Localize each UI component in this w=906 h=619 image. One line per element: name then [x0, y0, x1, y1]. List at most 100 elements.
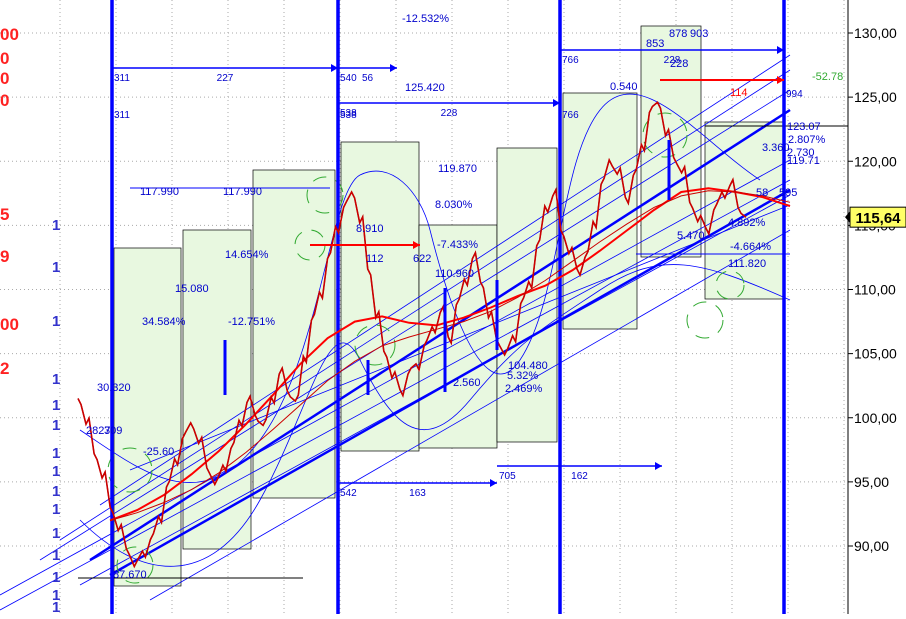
left-red-label: 00 [0, 25, 19, 44]
price-annotation: 903 [690, 28, 708, 40]
gann-arc [306, 176, 344, 214]
price-annotation: 2.730 [787, 147, 815, 159]
span-length-label: 228 [664, 55, 681, 66]
left-blue-label: 1 [52, 371, 60, 388]
gann-arc [107, 447, 153, 493]
left-blue-label: 1 [52, 463, 60, 480]
time-zone-box [182, 229, 252, 550]
y-tick-label: 130,00 [854, 25, 897, 41]
current-price-label: 115,64 [855, 210, 901, 227]
left-blue-label: 1 [52, 525, 60, 542]
left-red-label: 0 [0, 69, 9, 88]
marker-label: 311 [114, 110, 130, 121]
span-from-label: 705 [499, 471, 516, 482]
price-annotation: 112 [366, 253, 384, 265]
price-annotation: 111.820 [728, 258, 766, 270]
span-from-label: 311 [114, 73, 130, 84]
price-annotation: 3.360 [762, 142, 790, 154]
time-zone-box [704, 121, 784, 300]
left-blue-label: 1 [52, 587, 60, 604]
left-blue-label: 1 [52, 483, 60, 500]
channel-line [0, 159, 791, 596]
y-tick-label: 90,00 [854, 538, 889, 554]
left-blue-label: 1 [52, 569, 60, 586]
span-arrow [655, 462, 662, 470]
left-red-label: 0 [0, 91, 9, 110]
marker-label: 994 [786, 89, 803, 100]
percent-label: 5.32% [507, 370, 538, 382]
price-annotation: 2827 [86, 425, 110, 437]
price-annotation: 123.07 [787, 121, 821, 133]
percent-label: -4.664% [730, 241, 771, 253]
span-length-label: 227 [217, 73, 234, 84]
price-annotation: 117.990 [140, 186, 179, 198]
left-blue-label: 1 [52, 397, 60, 414]
span-from-label: 540 [340, 73, 357, 84]
time-zone-box [418, 224, 498, 449]
channel-line [0, 179, 791, 611]
left-red-label: 00 [0, 315, 19, 334]
span-length-label: 162 [571, 471, 588, 482]
moving-average-line [109, 190, 791, 521]
left-red-label: 5 [0, 205, 9, 224]
envelope-lower [79, 264, 791, 567]
span-from-label: 542 [340, 488, 357, 499]
price-annotation: 58 [756, 187, 768, 199]
moving-average-line [109, 187, 791, 522]
y-tick-label: 125,00 [854, 89, 897, 105]
gann-arc [715, 270, 745, 300]
price-annotation: 622 [413, 253, 431, 265]
price-annotation: 853 [646, 38, 664, 50]
y-tick-label: 110,00 [854, 282, 896, 298]
span-arrow [331, 64, 338, 72]
price-annotation: 104.480 [508, 360, 548, 372]
marker-label: 538 [340, 110, 357, 121]
price-annotation: 0.540 [610, 81, 638, 93]
channel-line [39, 89, 791, 561]
current-price-pointer [845, 211, 850, 224]
channel-line-bold [89, 108, 791, 562]
span-length-label: 163 [409, 488, 426, 499]
left-red-label: 0 [0, 49, 9, 68]
price-annotation: -52.78 [812, 71, 843, 83]
y-tick-label: 95,00 [854, 474, 889, 490]
price-annotation: 119.71 [787, 155, 820, 167]
span-length-label: 228 [441, 108, 458, 119]
left-blue-label: 1 [52, 259, 60, 276]
gann-arc [354, 324, 396, 366]
percent-label: 4.892% [728, 217, 766, 229]
left-blue-label: 1 [52, 501, 60, 518]
span-arrow [490, 479, 497, 487]
price-annotation: 30.320 [97, 382, 131, 394]
left-blue-label: 1 [52, 217, 60, 234]
gann-arc [116, 546, 154, 584]
left-blue-label: 1 [52, 547, 60, 564]
price-annotation: 110.960 [435, 268, 474, 280]
left-red-label: 9 [0, 247, 9, 266]
price-annotation: 114 [730, 87, 748, 99]
price-annotation: 119.870 [438, 163, 477, 175]
left-blue-label: 1 [52, 445, 60, 462]
price-annotation: 87.670 [113, 569, 147, 581]
price-annotation: 117.990 [223, 186, 262, 198]
price-annotation: 878 [669, 28, 687, 40]
left-blue-label: 1 [52, 417, 60, 434]
channel-line [149, 229, 791, 601]
time-zone-box [496, 147, 558, 443]
gann-arc [642, 112, 688, 158]
percent-label: 8.030% [435, 199, 473, 211]
span-from-label: 766 [562, 55, 579, 66]
marker-label: 766 [562, 110, 579, 121]
percent-label: -7.433% [437, 239, 478, 251]
y-tick-label: 105,00 [854, 346, 897, 362]
price-annotation: 228 [670, 58, 688, 70]
price-line [77, 101, 747, 569]
time-zone-box [562, 92, 638, 330]
price-annotation: 2.560 [453, 377, 481, 389]
span-arrow [390, 64, 397, 72]
red-arrowhead [777, 76, 784, 84]
span-arrow [777, 46, 784, 54]
channel-line [99, 54, 791, 506]
